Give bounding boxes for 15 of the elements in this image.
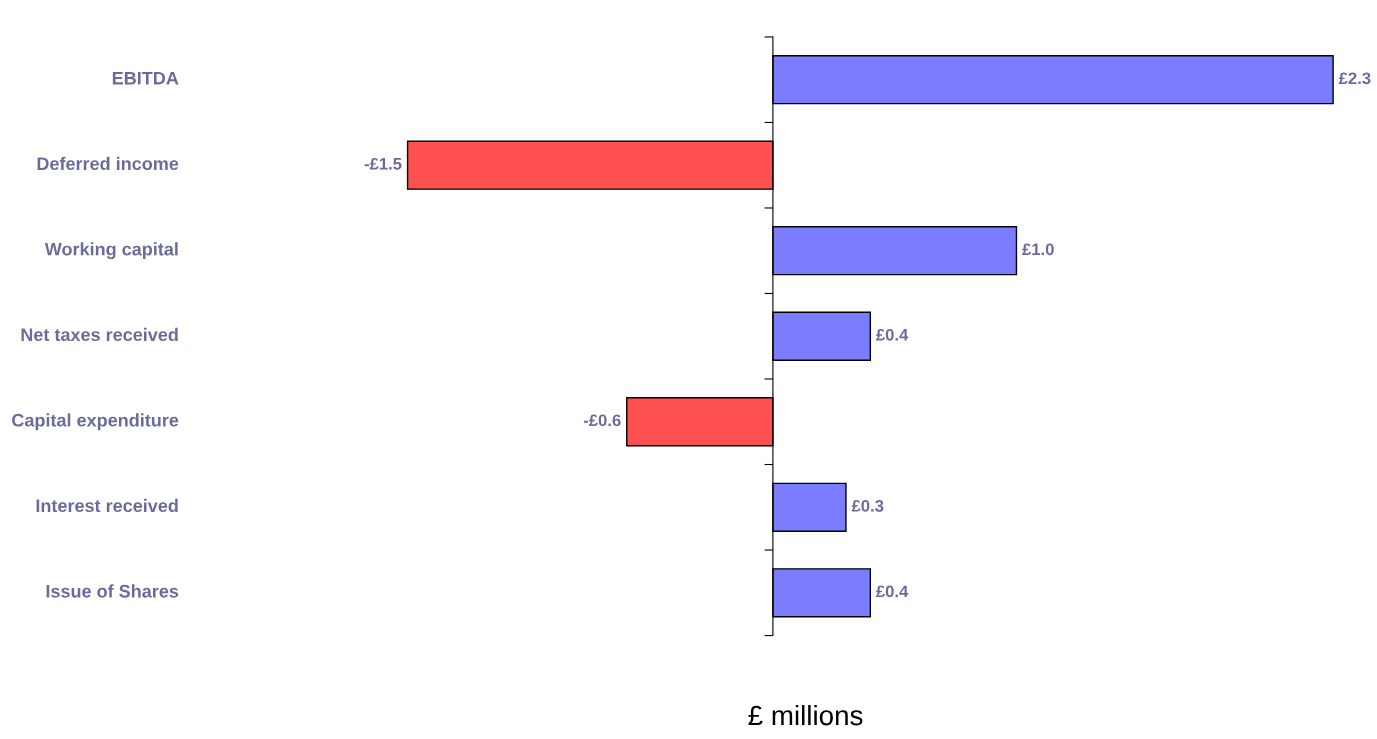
data-label: -£1.5: [364, 157, 402, 170]
y-tick-label: EBITDA: [112, 71, 179, 85]
x-axis-title: £ millions: [748, 704, 863, 726]
data-label: -£0.6: [583, 414, 621, 427]
data-label: £2.3: [1338, 72, 1371, 85]
y-tick-label: Net taxes received: [21, 327, 178, 342]
y-tick-label: Deferred income: [37, 156, 179, 171]
data-label: £0.4: [876, 585, 909, 598]
data-label: £0.4: [876, 328, 909, 341]
y-tick-label: Issue of Shares: [46, 584, 179, 598]
data-label: £0.3: [851, 499, 884, 512]
y-tick-label: Working capital: [44, 242, 178, 260]
data-label: £1.0: [1022, 243, 1054, 256]
y-tick-label: Capital expenditure: [12, 413, 179, 431]
y-tick-label: Interest received: [36, 498, 178, 513]
